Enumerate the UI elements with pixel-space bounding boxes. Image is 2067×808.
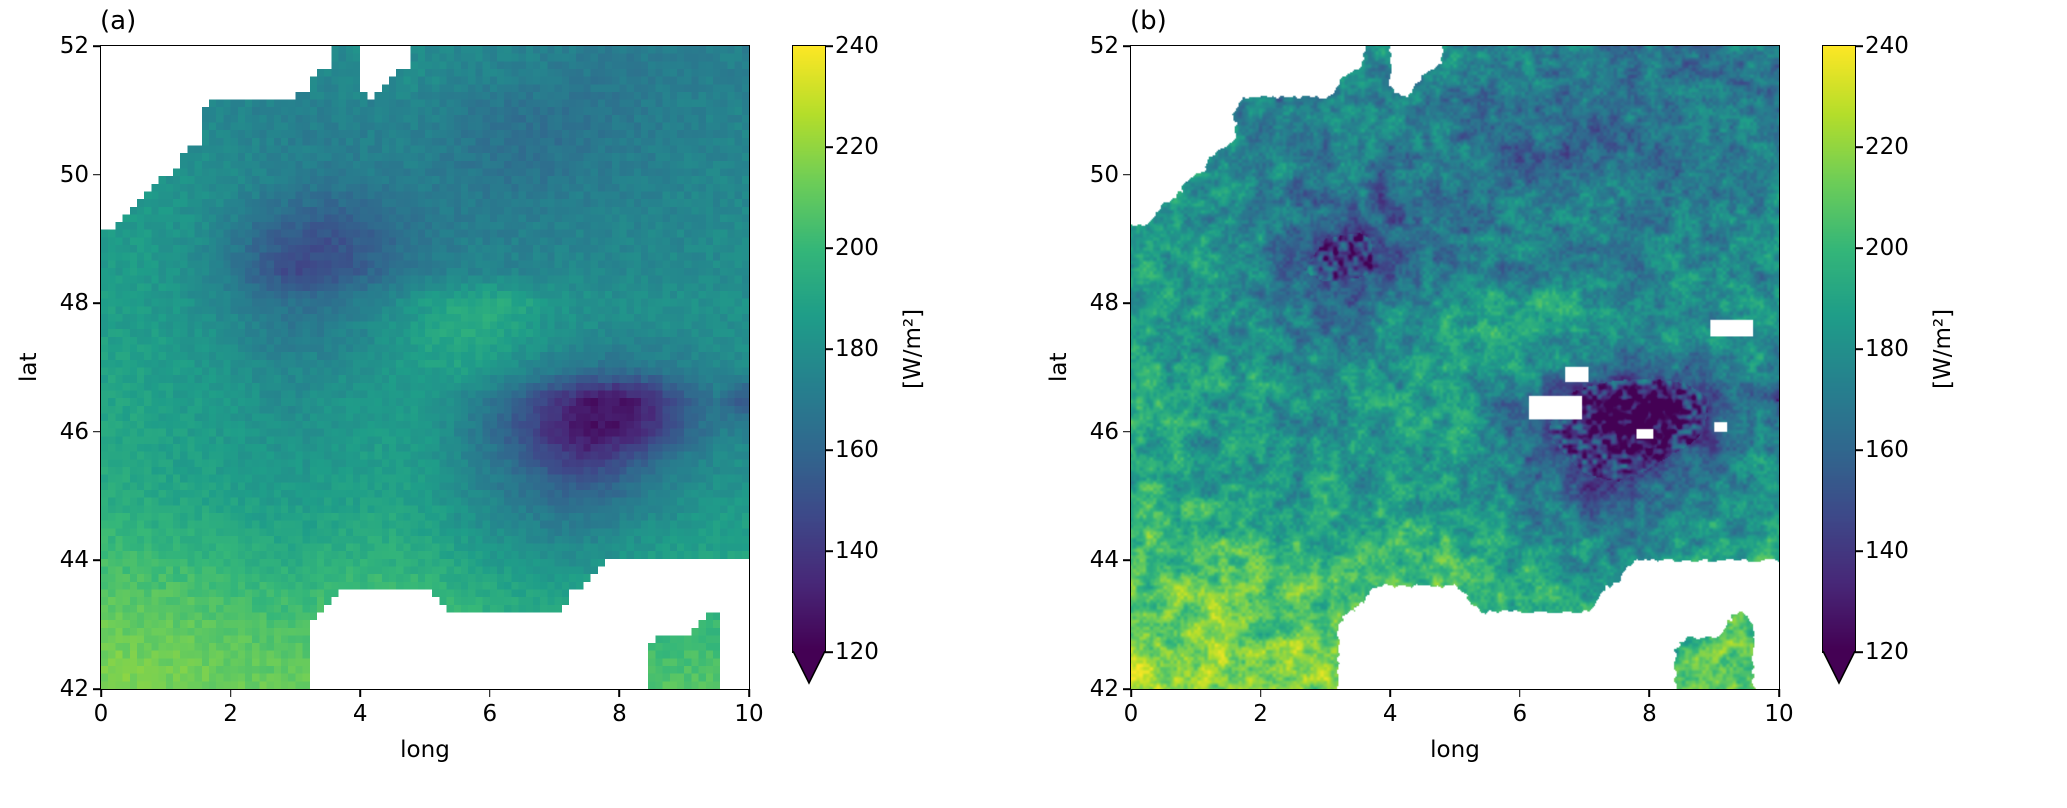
colorbar-tick-mark [825, 550, 833, 552]
x-tick-label: 0 [93, 701, 109, 727]
colorbar-tick-label: 140 [1865, 538, 1909, 564]
heatmap-canvas-a [101, 46, 749, 689]
colorbar-tick-label: 120 [1865, 639, 1909, 665]
colorbar-tick-mark [825, 651, 833, 653]
x-tick-label: 4 [1382, 701, 1398, 727]
x-tick-mark [1130, 689, 1132, 697]
y-tick-label: 50 [1089, 161, 1119, 188]
x-tick-label: 10 [734, 701, 764, 727]
colorbar-tick-mark [1855, 449, 1863, 451]
colorbar-tick-mark [1855, 247, 1863, 249]
colorbar-tick-label: 200 [835, 235, 879, 261]
heatmap-plot-b: 0 2 4 6 8 10 42 44 46 48 50 52 [1090, 33, 1794, 727]
colorbar-tick-mark [1855, 45, 1863, 47]
x-tick-mark [748, 689, 750, 697]
colorbar-tick-mark [825, 45, 833, 47]
colorbar-tick-mark [1855, 550, 1863, 552]
x-tick-mark [229, 689, 232, 697]
x-tick-label: 0 [1123, 701, 1139, 727]
y-tick-label: 50 [59, 161, 89, 188]
colorbar-tick-label: 180 [835, 336, 879, 362]
colorbar-tick-mark [1855, 651, 1863, 653]
y-tick-mark [1123, 431, 1131, 433]
y-tick-label: 42 [59, 676, 89, 702]
x-tick-mark [100, 689, 102, 697]
x-tick-label: 2 [223, 701, 238, 727]
colorbar-extend-min-arrow-icon [1822, 651, 1856, 685]
y-tick-mark [93, 173, 101, 176]
x-tick-mark [618, 689, 621, 697]
y-tick-mark [93, 431, 101, 433]
y-tick-mark [93, 45, 101, 47]
x-tick-label: 8 [1642, 701, 1657, 727]
colorbar-tick-label: 160 [835, 437, 879, 463]
y-tick-label: 44 [59, 547, 89, 574]
x-tick-mark [1259, 689, 1262, 697]
x-tick-mark [1778, 689, 1780, 697]
y-tick-mark [93, 302, 101, 304]
colorbar-tick-mark [1855, 348, 1863, 350]
y-tick-label: 42 [1089, 676, 1119, 702]
colorbar-tick-mark [1855, 146, 1863, 148]
colorbar-tick-label: 240 [1865, 33, 1909, 59]
colorbar-tick-label: 180 [1865, 336, 1909, 362]
colorbar-tick-label: 140 [835, 538, 879, 564]
y-tick-label: 46 [59, 418, 89, 445]
x-tick-label: 6 [1512, 701, 1528, 727]
y-tick-label: 46 [1089, 418, 1119, 445]
x-tick-mark [1648, 689, 1651, 697]
panel-b: (b) lat 0 2 4 6 8 10 42 44 46 48 50 52 long 120 140… [1030, 0, 2060, 808]
y-axis-label: lat [16, 352, 42, 383]
panel-label-a: (a) [100, 6, 137, 36]
heatmap-plot-a: 0 2 4 6 8 10 42 44 46 48 50 52 [60, 33, 764, 727]
y-tick-mark [1123, 688, 1131, 690]
y-tick-label: 44 [1089, 547, 1119, 574]
y-tick-label: 48 [59, 290, 89, 317]
y-tick-mark [1123, 302, 1131, 304]
y-tick-label: 52 [59, 33, 89, 59]
panel-label-b: (b) [1130, 6, 1167, 36]
y-tick-mark [1123, 173, 1131, 176]
x-axis-label: long [1430, 737, 1480, 763]
colorbar-a: 120 140 160 180 200 220 240 [W/m²] [792, 33, 962, 705]
y-tick-mark [1123, 559, 1131, 562]
x-tick-label: 2 [1253, 701, 1268, 727]
x-tick-label: 4 [352, 701, 368, 727]
y-tick-mark [93, 559, 101, 562]
x-tick-label: 8 [612, 701, 627, 727]
colorbar-tick-label: 160 [1865, 437, 1909, 463]
x-tick-mark [359, 689, 361, 697]
colorbar-tick-label: 240 [835, 33, 879, 59]
y-tick-mark [93, 688, 101, 690]
x-axis-label: long [400, 737, 450, 763]
colorbar-unit-label: [W/m²] [900, 308, 926, 390]
colorbar-tick-mark [825, 247, 833, 249]
x-tick-label: 6 [482, 701, 498, 727]
colorbar-canvas-b [1823, 46, 1855, 652]
x-tick-mark [489, 689, 491, 697]
x-tick-label: 10 [1764, 701, 1794, 727]
colorbar-tick-label: 220 [835, 134, 879, 160]
colorbar-tick-label: 200 [1865, 235, 1909, 261]
colorbar-tick-label: 120 [835, 639, 879, 665]
y-tick-mark [1123, 45, 1131, 47]
colorbar-extend-min-arrow-icon [792, 651, 826, 685]
colorbar-tick-mark [825, 449, 833, 451]
y-tick-label: 48 [1089, 290, 1119, 317]
colorbar-tick-label: 220 [1865, 134, 1909, 160]
colorbar-canvas-a [793, 46, 825, 652]
panel-a: (a) lat 0 2 4 6 8 10 42 44 46 48 50 52 long 120 140… [0, 0, 1030, 808]
colorbar-gradient-b: 120 140 160 180 200 220 240 [1822, 33, 1909, 665]
colorbar-gradient-a: 120 140 160 180 200 220 240 [792, 33, 879, 665]
y-tick-label: 52 [1089, 33, 1119, 59]
x-tick-mark [1519, 689, 1521, 697]
colorbar-unit-label: [W/m²] [1930, 308, 1956, 390]
colorbar-b: 120 140 160 180 200 220 240 [W/m²] [1822, 33, 1992, 705]
colorbar-tick-mark [825, 146, 833, 148]
colorbar-tick-mark [825, 348, 833, 350]
heatmap-canvas-b [1131, 46, 1779, 689]
y-axis-label: lat [1046, 352, 1072, 383]
x-tick-mark [1389, 689, 1391, 697]
